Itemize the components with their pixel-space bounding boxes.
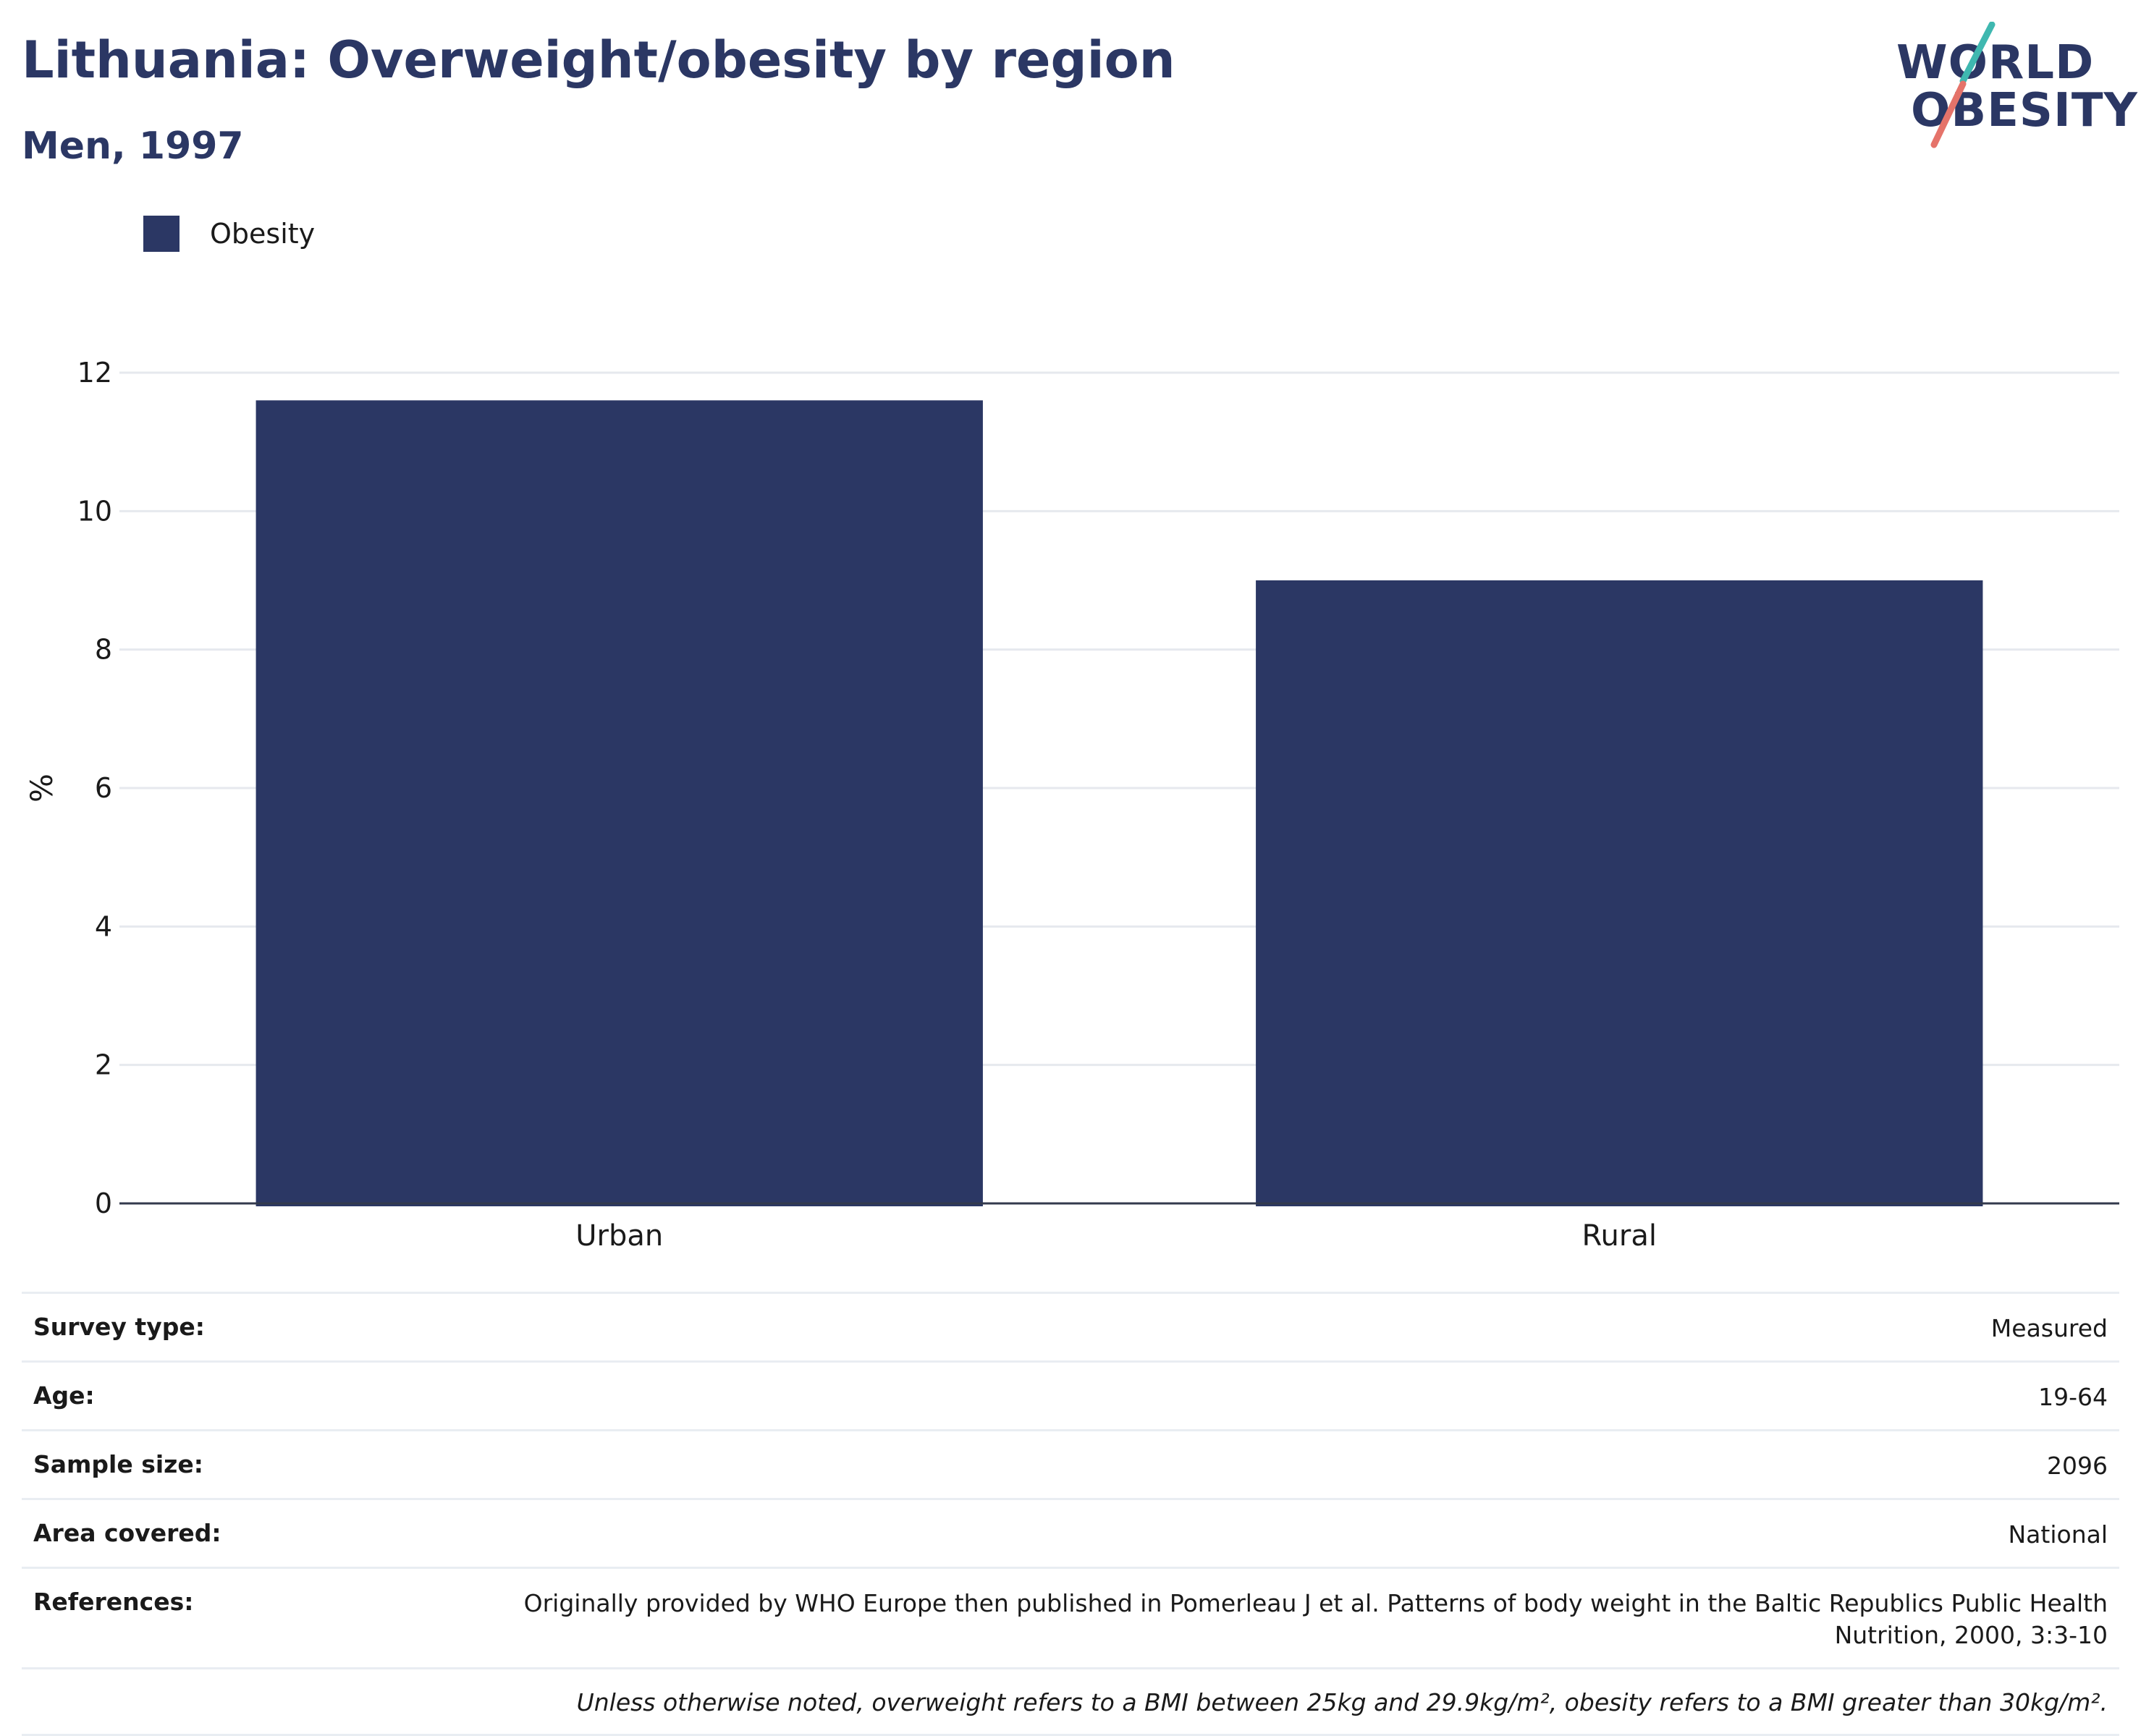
bmi-definition-note: Unless otherwise noted, overweight refer…	[22, 1667, 2119, 1736]
y-axis-label: %	[24, 774, 59, 803]
info-key: Sample size:	[33, 1450, 203, 1478]
y-tick-label: 2	[95, 1049, 112, 1081]
info-value: National	[2008, 1520, 2108, 1549]
info-key: Area covered:	[33, 1519, 221, 1547]
x-tick-label: Urban	[575, 1219, 663, 1253]
info-value: 2096	[2047, 1452, 2108, 1480]
bar-chart: 0 2 4 6 8 10 12% Urban Rural	[24, 357, 2119, 1253]
legend-swatch-obesity	[143, 216, 180, 252]
survey-info-table: Survey type: Measured Age: 19-64 Sample …	[22, 1292, 2119, 1736]
y-tick-label: 0	[95, 1187, 112, 1219]
chart-title: Lithuania: Overweight/obesity by region	[22, 30, 1175, 90]
y-tick-label: 8	[95, 634, 112, 666]
info-key: Survey type:	[33, 1313, 205, 1341]
info-value: Originally provided by WHO Europe then p…	[523, 1589, 2108, 1649]
info-value: 19-64	[2038, 1383, 2108, 1411]
logo-line-1: WORLD	[1896, 36, 2095, 90]
info-row-references: References: Originally provided by WHO E…	[22, 1567, 2119, 1667]
info-row-age: Age: 19-64	[22, 1360, 2119, 1429]
info-row-area-covered: Area covered: National	[22, 1498, 2119, 1567]
legend: Obesity	[143, 214, 315, 253]
y-tick-label: 4	[95, 910, 112, 942]
info-key: Age:	[33, 1381, 95, 1410]
info-row-sample-size: Sample size: 2096	[22, 1429, 2119, 1498]
bar-rural	[1256, 580, 1983, 1206]
y-tick-label: 10	[77, 495, 112, 527]
y-tick-label: 12	[77, 357, 112, 389]
y-tick-label: 6	[95, 772, 112, 804]
world-obesity-logo: WORLD OBESITY	[1882, 22, 2137, 152]
x-tick-label: Rural	[1582, 1219, 1657, 1253]
info-value: Measured	[1990, 1314, 2108, 1342]
bar-urban	[256, 400, 983, 1207]
logo-slash-icon	[1930, 22, 1996, 148]
chart-subtitle: Men, 1997	[22, 124, 244, 168]
info-key: References:	[33, 1588, 194, 1616]
legend-label-obesity: Obesity	[210, 218, 316, 250]
info-row-survey-type: Survey type: Measured	[22, 1292, 2119, 1360]
